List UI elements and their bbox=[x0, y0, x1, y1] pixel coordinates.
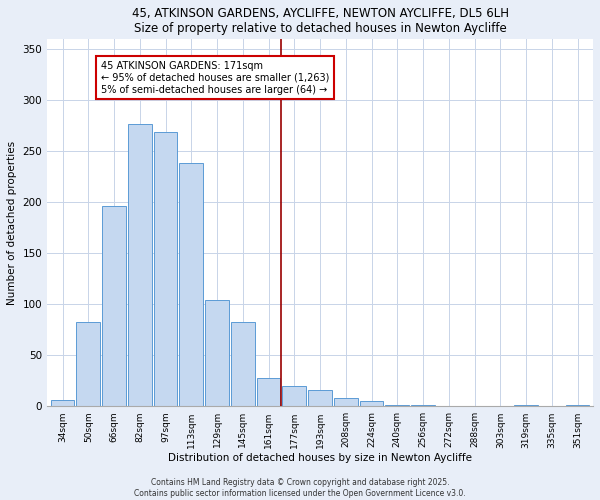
Bar bbox=[308, 390, 332, 406]
Bar bbox=[128, 124, 152, 406]
Bar bbox=[566, 405, 589, 406]
X-axis label: Distribution of detached houses by size in Newton Aycliffe: Distribution of detached houses by size … bbox=[168, 453, 472, 463]
Bar bbox=[334, 398, 358, 406]
Bar bbox=[257, 378, 280, 406]
Bar bbox=[102, 206, 126, 406]
Bar bbox=[231, 322, 254, 406]
Bar bbox=[179, 164, 203, 406]
Bar bbox=[154, 132, 178, 406]
Y-axis label: Number of detached properties: Number of detached properties bbox=[7, 140, 17, 304]
Bar bbox=[514, 405, 538, 406]
Bar bbox=[76, 322, 100, 406]
Title: 45, ATKINSON GARDENS, AYCLIFFE, NEWTON AYCLIFFE, DL5 6LH
Size of property relati: 45, ATKINSON GARDENS, AYCLIFFE, NEWTON A… bbox=[131, 7, 509, 35]
Bar bbox=[283, 386, 306, 406]
Bar bbox=[385, 405, 409, 406]
Bar bbox=[360, 401, 383, 406]
Bar bbox=[51, 400, 74, 406]
Text: 45 ATKINSON GARDENS: 171sqm
← 95% of detached houses are smaller (1,263)
5% of s: 45 ATKINSON GARDENS: 171sqm ← 95% of det… bbox=[101, 62, 329, 94]
Bar bbox=[411, 405, 435, 406]
Text: Contains HM Land Registry data © Crown copyright and database right 2025.
Contai: Contains HM Land Registry data © Crown c… bbox=[134, 478, 466, 498]
Bar bbox=[205, 300, 229, 406]
